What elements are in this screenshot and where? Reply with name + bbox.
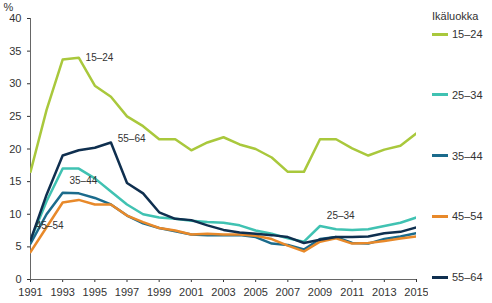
html-text:25–34: 25–34 — [452, 88, 483, 101]
svg-text:55–64: 55–64 — [118, 133, 146, 144]
svg-text:30: 30 — [9, 77, 21, 89]
svg-text:15: 15 — [9, 175, 21, 187]
svg-text:40: 40 — [9, 12, 21, 24]
svg-text:2003: 2003 — [211, 286, 235, 298]
svg-text:2013: 2013 — [372, 286, 396, 298]
svg-text:2009: 2009 — [308, 286, 332, 298]
svg-text:20: 20 — [9, 143, 21, 155]
svg-text:%: % — [4, 1, 14, 13]
svg-text:2005: 2005 — [243, 286, 267, 298]
svg-text:1997: 1997 — [115, 286, 139, 298]
svg-text:35–44: 35–44 — [69, 175, 97, 186]
svg-text:0: 0 — [15, 273, 21, 285]
svg-text:2001: 2001 — [179, 286, 203, 298]
svg-text:25: 25 — [9, 110, 21, 122]
html-text:Ikäluokka: Ikäluokka — [432, 10, 479, 22]
html-text:35–44: 35–44 — [452, 149, 483, 162]
svg-text:2007: 2007 — [276, 286, 300, 298]
html-text:55–64: 55–64 — [452, 271, 483, 283]
html-text:45–54: 45–54 — [452, 210, 483, 223]
svg-text:2011: 2011 — [340, 286, 364, 298]
svg-text:1999: 1999 — [147, 286, 171, 298]
svg-text:15–24: 15–24 — [86, 52, 114, 63]
html-text:15–24: 15–24 — [452, 28, 483, 40]
svg-text:5: 5 — [15, 240, 21, 252]
svg-text:45–54: 45–54 — [36, 220, 64, 231]
svg-text:1993: 1993 — [50, 286, 74, 298]
svg-text:1991: 1991 — [18, 286, 42, 298]
svg-text:10: 10 — [9, 208, 21, 220]
svg-text:35: 35 — [9, 45, 21, 57]
svg-text:25–34: 25–34 — [327, 210, 355, 221]
svg-text:1995: 1995 — [83, 286, 107, 298]
svg-text:2015: 2015 — [404, 286, 428, 298]
